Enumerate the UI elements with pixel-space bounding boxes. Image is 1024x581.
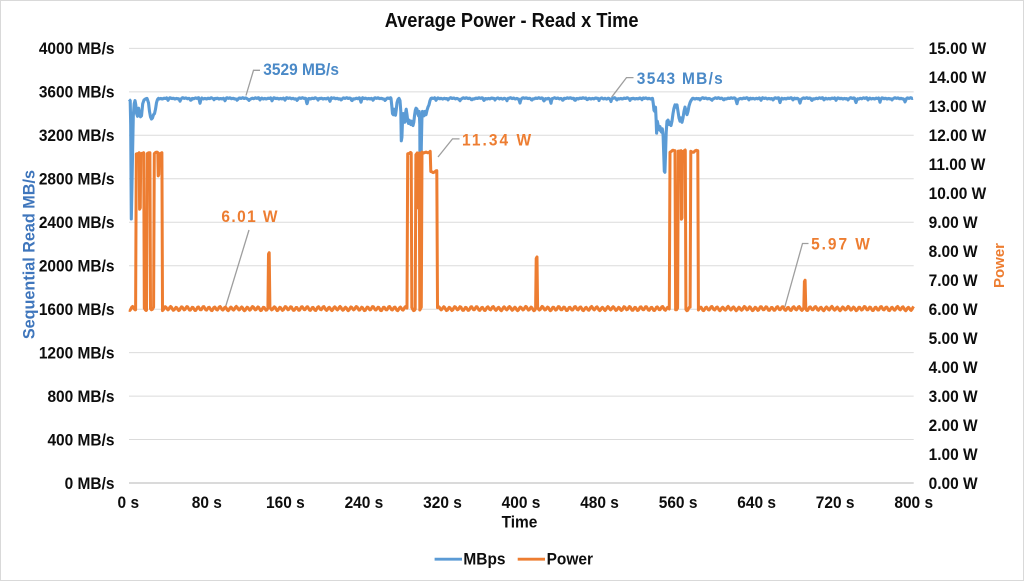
svg-text:2.00 W: 2.00 W	[929, 416, 979, 435]
svg-text:4.00 W: 4.00 W	[929, 358, 979, 377]
svg-text:800 MB/s: 800 MB/s	[47, 387, 114, 406]
svg-text:5.00 W: 5.00 W	[929, 329, 979, 348]
svg-text:Power: Power	[547, 550, 594, 569]
svg-text:9.00 W: 9.00 W	[929, 213, 979, 232]
svg-text:160 s: 160 s	[266, 493, 305, 512]
svg-text:2800 MB/s: 2800 MB/s	[39, 170, 115, 189]
svg-text:0.00 W: 0.00 W	[929, 474, 979, 493]
svg-text:720 s: 720 s	[816, 493, 855, 512]
svg-text:Time: Time	[502, 513, 538, 532]
svg-text:80 s: 80 s	[192, 493, 222, 512]
svg-text:12.00 W: 12.00 W	[929, 126, 987, 145]
svg-text:0 MB/s: 0 MB/s	[65, 474, 115, 493]
svg-text:3543 MB/s: 3543 MB/s	[637, 69, 723, 88]
svg-text:1600 MB/s: 1600 MB/s	[39, 300, 115, 319]
svg-text:Average Power - Read x Time: Average Power - Read x Time	[385, 10, 639, 32]
svg-text:3.00 W: 3.00 W	[929, 387, 979, 406]
svg-text:3600 MB/s: 3600 MB/s	[39, 83, 115, 102]
svg-text:2000 MB/s: 2000 MB/s	[39, 257, 115, 276]
svg-text:320 s: 320 s	[423, 493, 462, 512]
svg-text:560 s: 560 s	[659, 493, 698, 512]
svg-text:Power: Power	[991, 243, 1008, 288]
svg-text:13.00 W: 13.00 W	[929, 98, 987, 117]
svg-text:10.00 W: 10.00 W	[929, 184, 987, 203]
svg-text:14.00 W: 14.00 W	[929, 69, 987, 88]
svg-text:400 s: 400 s	[502, 493, 541, 512]
svg-text:1.00 W: 1.00 W	[929, 445, 979, 464]
svg-text:4000 MB/s: 4000 MB/s	[39, 40, 115, 59]
svg-text:640 s: 640 s	[737, 493, 776, 512]
svg-text:11.34 W: 11.34 W	[462, 131, 532, 150]
svg-text:240 s: 240 s	[345, 493, 384, 512]
svg-text:11.00 W: 11.00 W	[929, 155, 986, 174]
svg-text:0 s: 0 s	[118, 493, 140, 512]
svg-text:800 s: 800 s	[894, 493, 933, 512]
svg-text:400 MB/s: 400 MB/s	[47, 431, 114, 450]
svg-text:2400 MB/s: 2400 MB/s	[39, 213, 115, 232]
svg-text:7.00 W: 7.00 W	[929, 271, 979, 290]
svg-text:6.00 W: 6.00 W	[929, 300, 979, 319]
svg-text:3529 MB/s: 3529 MB/s	[263, 60, 339, 79]
svg-text:Sequential Read MB/s: Sequential Read MB/s	[21, 170, 39, 339]
svg-text:3200 MB/s: 3200 MB/s	[39, 126, 115, 145]
svg-text:6.01 W: 6.01 W	[221, 207, 278, 226]
svg-text:480 s: 480 s	[580, 493, 619, 512]
svg-text:1200 MB/s: 1200 MB/s	[39, 344, 115, 363]
svg-text:8.00 W: 8.00 W	[929, 242, 979, 261]
svg-text:MBps: MBps	[463, 550, 505, 569]
svg-text:15.00 W: 15.00 W	[929, 40, 987, 59]
svg-text:5.97 W: 5.97 W	[811, 235, 870, 254]
